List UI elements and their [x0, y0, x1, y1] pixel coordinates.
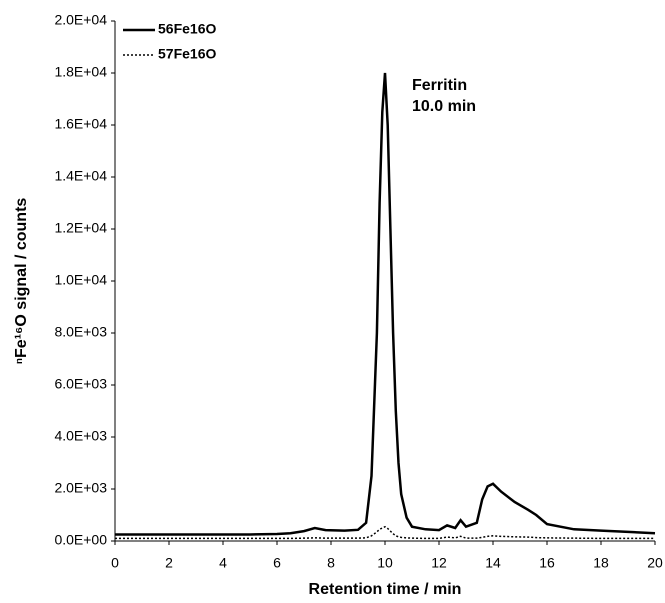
x-tick-label: 0 [111, 555, 119, 571]
x-tick-label: 18 [593, 555, 609, 571]
x-tick-label: 10 [377, 555, 393, 571]
y-tick-label: 1.8E+04 [54, 64, 107, 80]
x-tick-label: 8 [327, 555, 335, 571]
annotation: Ferritin [412, 77, 467, 94]
annotation: 10.0 min [412, 98, 476, 115]
x-tick-label: 6 [273, 555, 281, 571]
y-tick-label: 0.0E+00 [54, 532, 107, 548]
y-tick-label: 1.2E+04 [54, 220, 107, 236]
series-line [115, 72, 656, 536]
legend-label: 57Fe16O [158, 46, 216, 62]
y-tick-label: 1.0E+04 [54, 272, 107, 288]
legend-label: 56Fe16O [158, 21, 216, 37]
y-tick-label: 4.0E+03 [54, 428, 107, 444]
y-tick-label: 1.6E+04 [54, 116, 107, 132]
x-tick-label: 14 [485, 555, 501, 571]
y-tick-label: 1.4E+04 [54, 168, 107, 184]
x-tick-label: 16 [539, 555, 555, 571]
x-tick-label: 2 [165, 555, 173, 571]
x-tick-label: 12 [431, 555, 447, 571]
y-tick-label: 2.0E+04 [54, 12, 107, 28]
y-axis-label: ⁿFe¹⁶O signal / counts [13, 198, 30, 365]
series-line [115, 525, 655, 540]
y-tick-label: 2.0E+03 [54, 480, 107, 496]
y-tick-label: 8.0E+03 [54, 324, 107, 340]
x-axis-label: Retention time / min [309, 581, 462, 598]
x-tick-label: 20 [647, 555, 663, 571]
y-tick-label: 6.0E+03 [54, 376, 107, 392]
x-tick-label: 4 [219, 555, 227, 571]
